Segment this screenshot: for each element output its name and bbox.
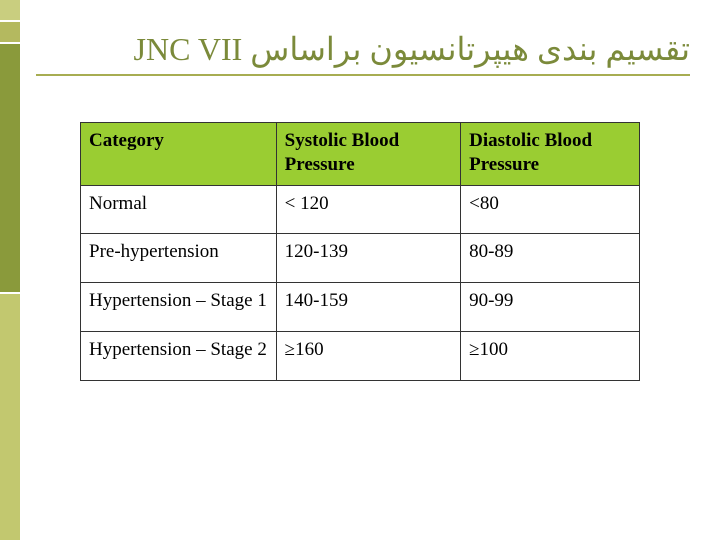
- table-row: Hypertension – Stage 2 ≥160 ≥100: [81, 331, 640, 380]
- sidebar-block-0: [0, 44, 20, 292]
- slide-content: تقسیم بندی هیپرتانسیون براساس JNC VII Ca…: [30, 30, 700, 381]
- cell-diastolic: 80-89: [461, 234, 640, 283]
- sidebar-block-1: [0, 294, 20, 540]
- table-row: Hypertension – Stage 1 140-159 90-99: [81, 283, 640, 332]
- decorative-sidebar: [0, 0, 20, 540]
- slide-title: تقسیم بندی هیپرتانسیون براساس JNC VII: [36, 30, 690, 76]
- table-row: Pre-hypertension 120-139 80-89: [81, 234, 640, 283]
- cell-diastolic: 90-99: [461, 283, 640, 332]
- table-container: Category Systolic Blood Pressure Diastol…: [80, 122, 640, 381]
- cell-diastolic: ≥100: [461, 331, 640, 380]
- cell-category: Hypertension – Stage 1: [81, 283, 277, 332]
- sidebar-square-1: [0, 22, 20, 42]
- cell-category: Normal: [81, 185, 277, 234]
- table-row: Normal < 120 <80: [81, 185, 640, 234]
- col-header-category: Category: [81, 123, 277, 186]
- cell-diastolic: <80: [461, 185, 640, 234]
- cell-systolic: ≥160: [276, 331, 460, 380]
- cell-category: Hypertension – Stage 2: [81, 331, 277, 380]
- sidebar-square-0: [0, 0, 20, 20]
- cell-systolic: < 120: [276, 185, 460, 234]
- table-header-row: Category Systolic Blood Pressure Diastol…: [81, 123, 640, 186]
- col-header-diastolic: Diastolic Blood Pressure: [461, 123, 640, 186]
- cell-systolic: 120-139: [276, 234, 460, 283]
- classification-table: Category Systolic Blood Pressure Diastol…: [80, 122, 640, 381]
- cell-systolic: 140-159: [276, 283, 460, 332]
- col-header-systolic: Systolic Blood Pressure: [276, 123, 460, 186]
- cell-category: Pre-hypertension: [81, 234, 277, 283]
